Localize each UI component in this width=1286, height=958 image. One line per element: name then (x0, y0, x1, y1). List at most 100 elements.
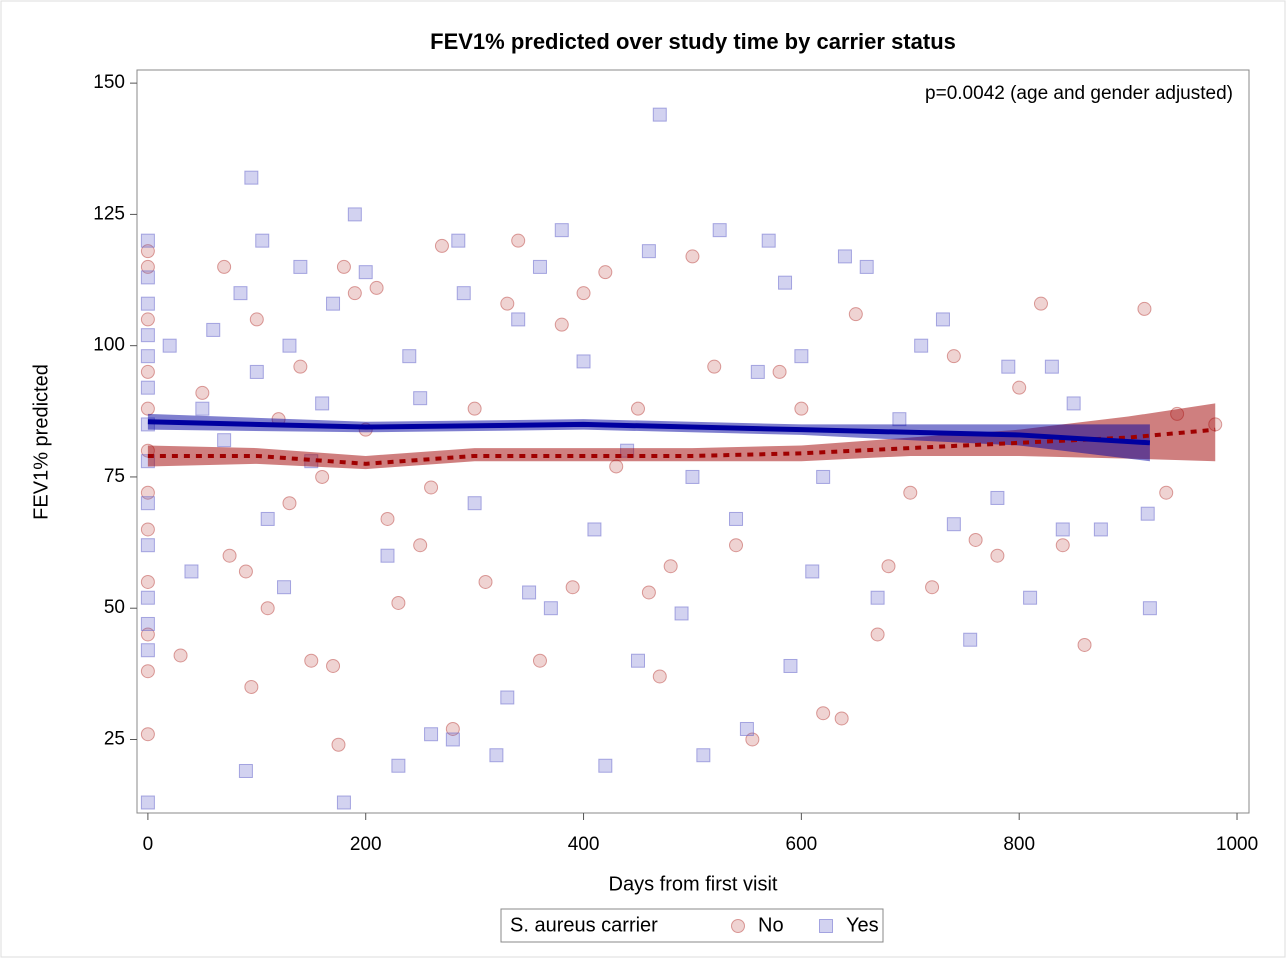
point (1093, 522, 1108, 537)
point (347, 207, 362, 222)
point (674, 606, 689, 621)
point (500, 690, 515, 705)
point (1159, 485, 1174, 500)
point (478, 574, 493, 589)
point (140, 244, 155, 259)
point (990, 548, 1005, 563)
point (946, 517, 961, 532)
point (576, 286, 591, 301)
point (761, 233, 776, 248)
point (1044, 359, 1059, 374)
point (282, 338, 297, 353)
point (260, 511, 275, 526)
point (277, 580, 292, 595)
fit-line (147, 419, 1151, 446)
point (816, 706, 831, 721)
point (652, 669, 667, 684)
point (609, 459, 624, 474)
fit-line (147, 427, 1216, 466)
plot-border (136, 69, 1250, 814)
point (963, 632, 978, 647)
point (140, 522, 155, 537)
point (347, 286, 362, 301)
point (293, 259, 308, 274)
point (434, 238, 449, 253)
point (326, 296, 341, 311)
point (1077, 637, 1092, 652)
legend-label: Yes (846, 914, 879, 936)
point (391, 595, 406, 610)
point (222, 548, 237, 563)
point (369, 280, 384, 295)
point (500, 296, 515, 311)
point (424, 480, 439, 495)
x-tick-label: 0 (143, 834, 154, 855)
point (217, 433, 232, 448)
y-axis-label: FEV1% predicted (30, 364, 52, 520)
point (1055, 538, 1070, 553)
legend-items: No Yes (731, 914, 879, 936)
point (729, 538, 744, 553)
y-tick-label: 125 (93, 203, 125, 224)
point (587, 522, 602, 537)
point (173, 648, 188, 663)
point (140, 590, 155, 605)
point (685, 249, 700, 264)
x-tick-label: 800 (1003, 834, 1035, 855)
point (745, 732, 760, 747)
point (249, 364, 264, 379)
x-axis-label: Days from first visit (609, 873, 778, 895)
point (554, 223, 569, 238)
point (870, 627, 885, 642)
point (511, 233, 526, 248)
point (990, 490, 1005, 505)
point (336, 795, 351, 810)
point (140, 380, 155, 395)
plot-area (140, 107, 1223, 810)
confidence-band (147, 403, 1216, 470)
point (532, 259, 547, 274)
point (140, 538, 155, 553)
point (794, 401, 809, 416)
point (1012, 380, 1027, 395)
point (140, 364, 155, 379)
point (244, 170, 259, 185)
y-tick-label: 50 (104, 597, 125, 618)
point (140, 496, 155, 511)
point (451, 233, 466, 248)
point (630, 401, 645, 416)
point (238, 763, 253, 778)
point (233, 286, 248, 301)
point (1001, 359, 1016, 374)
point (249, 312, 264, 327)
point (859, 259, 874, 274)
point (794, 349, 809, 364)
point (255, 233, 270, 248)
point (456, 286, 471, 301)
point (1140, 506, 1155, 521)
point (402, 349, 417, 364)
point (1055, 522, 1070, 537)
point (140, 664, 155, 679)
point (424, 727, 439, 742)
point (467, 496, 482, 511)
point (391, 758, 406, 773)
chart-title: FEV1% predicted over study time by carri… (430, 29, 956, 54)
point (1023, 590, 1038, 605)
point (140, 259, 155, 274)
point (467, 401, 482, 416)
point (206, 322, 221, 337)
point (576, 354, 591, 369)
point (195, 385, 210, 400)
point (326, 658, 341, 673)
point (630, 653, 645, 668)
y-tick-label: 75 (104, 466, 125, 487)
x-tick-label: 1000 (1216, 834, 1258, 855)
point (834, 711, 849, 726)
point (783, 658, 798, 673)
point (532, 653, 547, 668)
point (641, 244, 656, 259)
point (892, 412, 907, 427)
point (511, 312, 526, 327)
